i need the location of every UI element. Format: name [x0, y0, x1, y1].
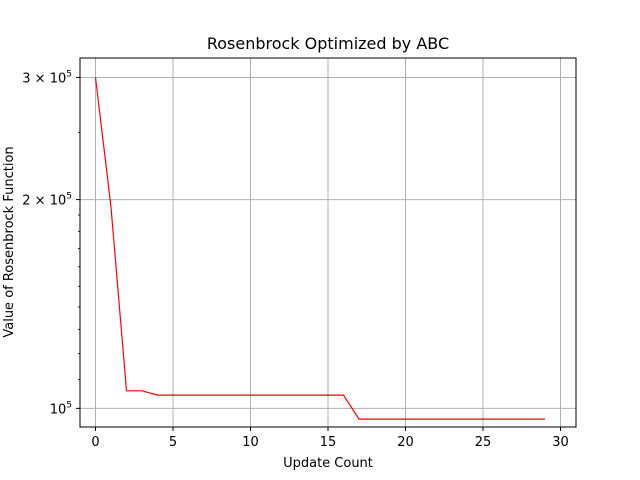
x-tick-label: 25: [475, 435, 492, 450]
y-tick-label: 2 × 105: [22, 192, 72, 209]
x-tick-label: 5: [169, 435, 177, 450]
x-tick-label: 30: [552, 435, 569, 450]
x-axis-title: Update Count: [283, 456, 373, 471]
ticks: 0 5 10 15 20 25 30 105 2 × 105 3 × 105: [22, 69, 568, 450]
plot-lines: [94, 77, 545, 420]
grid: [80, 58, 576, 427]
chart-title: Rosenbrock Optimized by ABC: [207, 34, 449, 53]
y-tick-label: 3 × 105: [22, 69, 72, 86]
y-tick-label: 105: [50, 400, 72, 417]
x-tick-label: 10: [242, 435, 259, 450]
x-tick-label: 15: [320, 435, 337, 450]
x-tick-label: 0: [91, 435, 99, 450]
x-tick-label: 20: [397, 435, 414, 450]
y-axis-title: Value of Rosenbrock Function: [2, 146, 17, 337]
series-line: [94, 77, 545, 420]
